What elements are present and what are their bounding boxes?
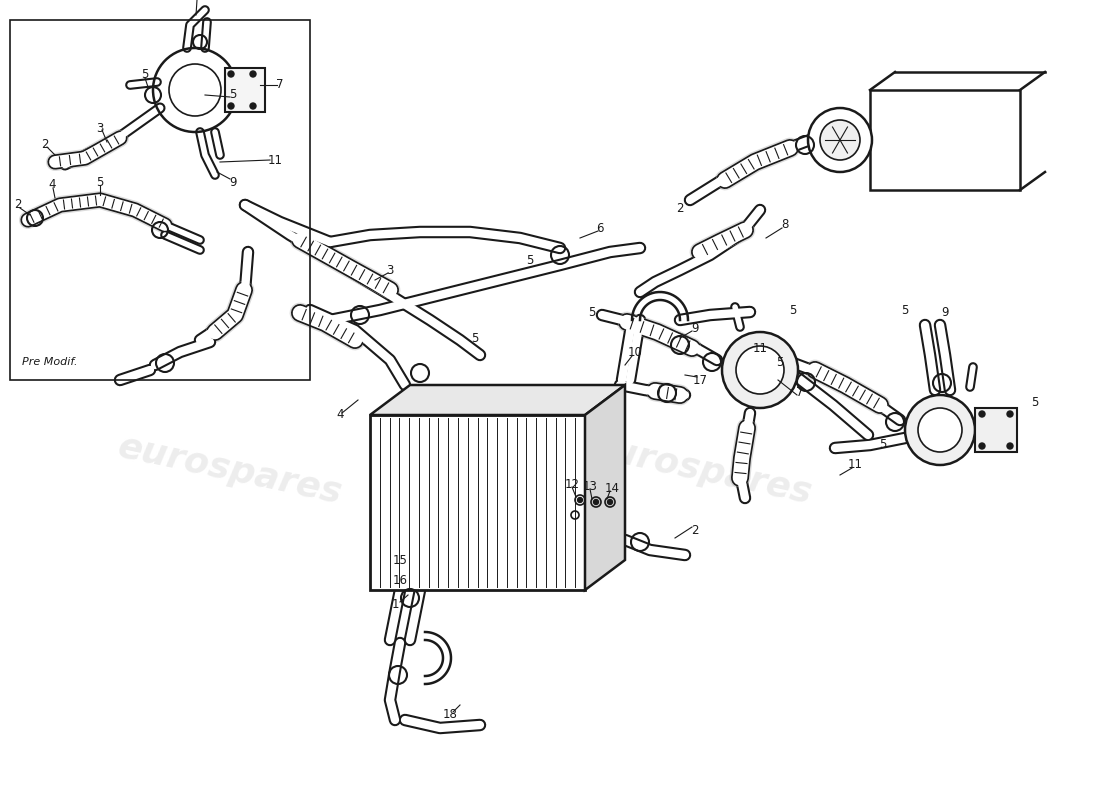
Text: eurospares: eurospares bbox=[585, 430, 815, 510]
Circle shape bbox=[722, 332, 798, 408]
Text: 2: 2 bbox=[691, 523, 698, 537]
Circle shape bbox=[905, 395, 975, 465]
Bar bbox=[870, 90, 1020, 190]
Text: 2: 2 bbox=[14, 198, 22, 211]
Text: 17: 17 bbox=[693, 374, 707, 386]
Text: 2: 2 bbox=[676, 202, 684, 214]
Text: 4: 4 bbox=[337, 409, 343, 422]
Text: 5: 5 bbox=[97, 175, 103, 189]
Polygon shape bbox=[585, 385, 625, 590]
Text: 5: 5 bbox=[471, 331, 478, 345]
Text: 5: 5 bbox=[901, 303, 909, 317]
Text: 5: 5 bbox=[526, 254, 534, 266]
Text: 16: 16 bbox=[393, 574, 407, 586]
Text: 9: 9 bbox=[942, 306, 948, 319]
Text: 18: 18 bbox=[442, 709, 458, 722]
Text: eurospares: eurospares bbox=[114, 430, 345, 510]
Text: 5: 5 bbox=[1032, 395, 1038, 409]
Text: 4: 4 bbox=[48, 178, 56, 191]
Circle shape bbox=[250, 103, 256, 109]
Text: 7: 7 bbox=[796, 386, 804, 398]
Text: 1: 1 bbox=[392, 598, 398, 611]
Text: 15: 15 bbox=[393, 554, 407, 566]
Circle shape bbox=[808, 108, 872, 172]
Bar bbox=[975, 408, 1018, 452]
Circle shape bbox=[594, 499, 598, 505]
Text: 5: 5 bbox=[194, 0, 200, 3]
Text: 5: 5 bbox=[879, 438, 887, 451]
Circle shape bbox=[578, 498, 583, 502]
Text: 10: 10 bbox=[628, 346, 642, 359]
Text: 11: 11 bbox=[752, 342, 768, 354]
Circle shape bbox=[820, 120, 860, 160]
Text: 5: 5 bbox=[229, 89, 236, 102]
Text: 2: 2 bbox=[42, 138, 48, 151]
Circle shape bbox=[250, 71, 256, 77]
Text: 3: 3 bbox=[97, 122, 103, 134]
Text: 12: 12 bbox=[564, 478, 580, 490]
Circle shape bbox=[228, 103, 234, 109]
Circle shape bbox=[228, 71, 234, 77]
Text: 11: 11 bbox=[267, 154, 283, 166]
Circle shape bbox=[736, 346, 784, 394]
Polygon shape bbox=[370, 385, 625, 415]
Text: 13: 13 bbox=[583, 479, 597, 493]
Text: 6: 6 bbox=[596, 222, 604, 234]
Text: 5: 5 bbox=[141, 69, 149, 82]
Text: 8: 8 bbox=[781, 218, 789, 231]
Text: 9: 9 bbox=[691, 322, 698, 334]
Bar bbox=[10, 20, 310, 380]
Circle shape bbox=[607, 499, 613, 505]
Circle shape bbox=[979, 443, 984, 449]
Text: 5: 5 bbox=[790, 303, 796, 317]
Circle shape bbox=[1006, 411, 1013, 417]
Text: Pre Modif.: Pre Modif. bbox=[22, 357, 77, 367]
Circle shape bbox=[979, 411, 984, 417]
Circle shape bbox=[918, 408, 962, 452]
Text: 3: 3 bbox=[386, 263, 394, 277]
Text: 5: 5 bbox=[777, 355, 783, 369]
Text: 7: 7 bbox=[276, 78, 284, 91]
Bar bbox=[226, 68, 265, 112]
Bar bbox=[370, 415, 585, 590]
Text: 11: 11 bbox=[847, 458, 862, 471]
Text: 9: 9 bbox=[229, 175, 236, 189]
Text: 5: 5 bbox=[588, 306, 596, 318]
Text: 14: 14 bbox=[605, 482, 619, 494]
Circle shape bbox=[1006, 443, 1013, 449]
